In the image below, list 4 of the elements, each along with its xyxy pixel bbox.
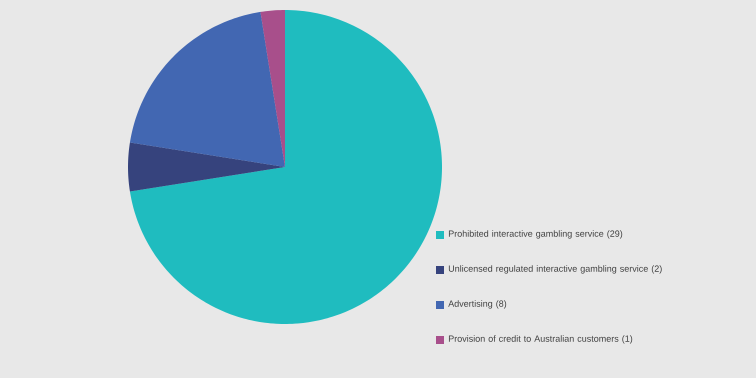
- legend-label: Unlicensed regulated interactive gambling service (2): [448, 265, 662, 274]
- legend-label: Prohibited interactive gambling service (29): [448, 230, 622, 239]
- legend-label: Advertising (8): [448, 300, 506, 309]
- legend-label: Provision of credit to Australian customers (1): [448, 335, 632, 344]
